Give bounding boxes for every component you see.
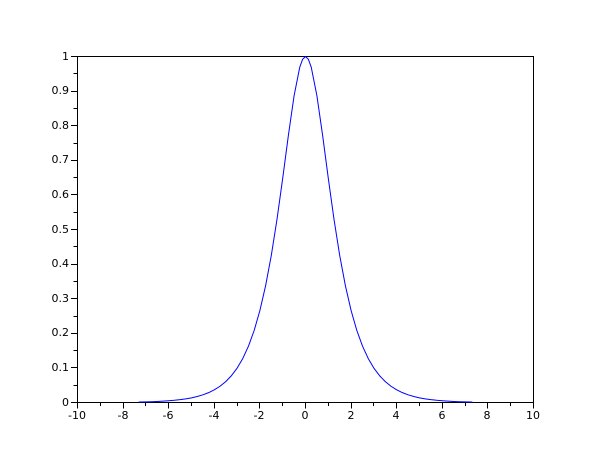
y-tick-label: 0.7 bbox=[51, 153, 70, 166]
x-tick-label: -10 bbox=[68, 409, 86, 422]
x-tick-label: 6 bbox=[438, 409, 446, 422]
x-tick-label: 4 bbox=[392, 409, 400, 422]
x-tick-label: -8 bbox=[117, 409, 129, 422]
x-tick-label: -6 bbox=[162, 409, 174, 422]
y-tick-label: 0.6 bbox=[51, 188, 70, 201]
x-tick-label: 0 bbox=[301, 409, 309, 422]
y-tick-label: 0 bbox=[62, 396, 69, 409]
plot-border bbox=[77, 56, 534, 403]
x-tick-label: -2 bbox=[253, 409, 265, 422]
y-tick-label: 0.2 bbox=[51, 326, 70, 339]
y-tick-label: 0.3 bbox=[51, 292, 70, 305]
y-tick-label: 0.4 bbox=[51, 257, 70, 270]
x-tick-label: 8 bbox=[483, 409, 491, 422]
y-tick-label: 0.9 bbox=[51, 84, 70, 97]
x-tick-label: 10 bbox=[526, 409, 540, 422]
x-tick-label: -4 bbox=[208, 409, 220, 422]
y-tick-label: 0.1 bbox=[51, 361, 70, 374]
curve-line bbox=[138, 56, 473, 403]
y-tick-label: 1 bbox=[62, 50, 69, 63]
y-tick-label: 0.5 bbox=[51, 223, 70, 236]
y-tick-label: 0.8 bbox=[51, 119, 70, 132]
x-tick-label: 2 bbox=[347, 409, 355, 422]
